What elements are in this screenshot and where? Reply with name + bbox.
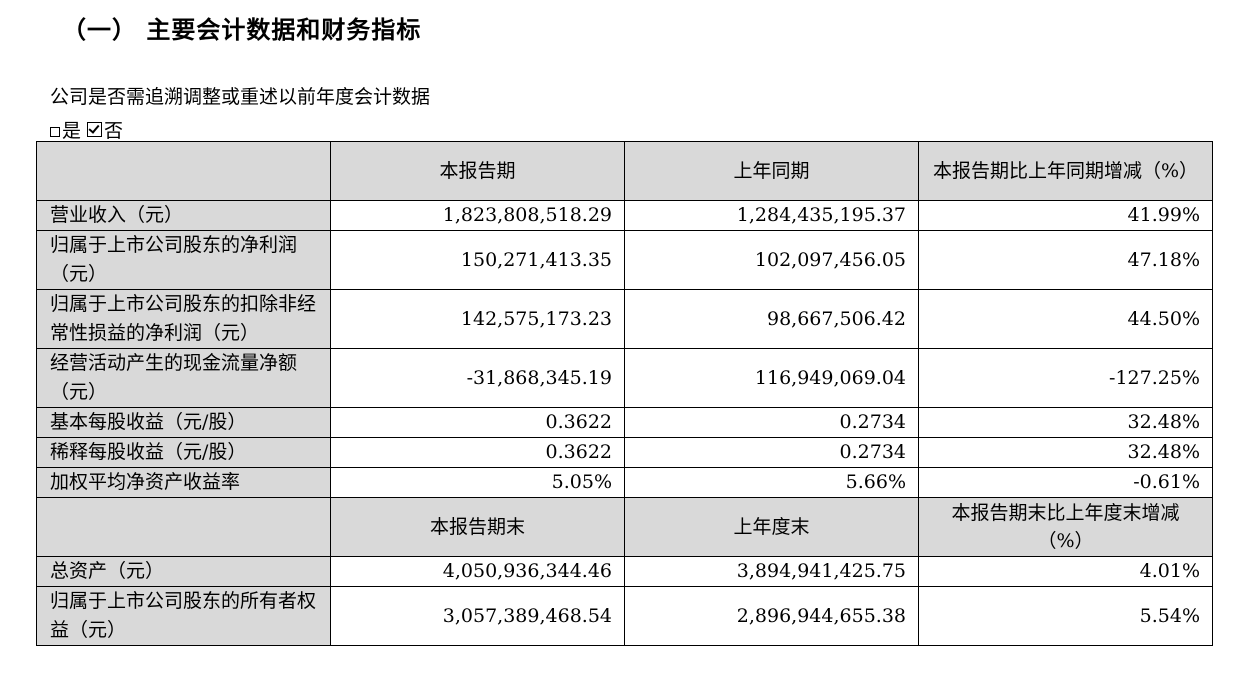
change-value: 41.99% [918,200,1213,231]
header-cell: 本报告期比上年同期增减（%） [918,141,1213,201]
current-value: 4,050,936,344.46 [330,556,625,587]
row-label: 归属于上市公司股东的扣除非经常性损益的净利润（元） [36,289,331,349]
header-cell [36,497,331,557]
current-value: 142,575,173.23 [330,289,625,349]
table-row: 经营活动产生的现金流量净额（元） -31,868,345.19 116,949,… [36,348,1213,408]
row-label: 归属于上市公司股东的所有者权益（元） [36,586,331,646]
row-label: 经营活动产生的现金流量净额（元） [36,348,331,408]
change-value: 32.48% [918,407,1213,438]
change-value: -0.61% [918,467,1213,498]
option-no-label: 否 [104,120,124,142]
previous-value: 0.2734 [624,437,919,468]
table-row: 加权平均净资产收益率 5.05% 5.66% -0.61% [36,467,1213,498]
row-label: 加权平均净资产收益率 [36,467,331,498]
section-heading: （一） 主要会计数据和财务指标 [62,16,422,44]
row-label: 总资产（元） [36,556,331,587]
row-label: 营业收入（元） [36,200,331,231]
table-row: 总资产（元） 4,050,936,344.46 3,894,941,425.75… [36,556,1213,587]
previous-value: 1,284,435,195.37 [624,200,919,231]
change-value: 5.54% [918,586,1213,646]
restatement-answer: 是 否 [50,116,123,143]
current-value: -31,868,345.19 [330,348,625,408]
current-value: 0.3622 [330,407,625,438]
header-cell: 上年同期 [624,141,919,201]
table-header-row: 本报告期 上年同期 本报告期比上年同期增减（%） [36,141,1213,201]
previous-value: 0.2734 [624,407,919,438]
row-label: 归属于上市公司股东的净利润（元） [36,230,331,290]
table-row: 归属于上市公司股东的净利润（元） 150,271,413.35 102,097,… [36,230,1213,290]
header-cell [36,141,331,201]
header-cell: 本报告期 [330,141,625,201]
previous-value: 102,097,456.05 [624,230,919,290]
current-value: 5.05% [330,467,625,498]
previous-value: 5.66% [624,467,919,498]
table-row: 归属于上市公司股东的所有者权益（元） 3,057,389,468.54 2,89… [36,586,1213,646]
table-row: 归属于上市公司股东的扣除非经常性损益的净利润（元） 142,575,173.23… [36,289,1213,349]
table-row: 基本每股收益（元/股） 0.3622 0.2734 32.48% [36,407,1213,438]
previous-value: 2,896,944,655.38 [624,586,919,646]
change-value: -127.25% [918,348,1213,408]
change-value: 44.50% [918,289,1213,349]
table-row: 稀释每股收益（元/股） 0.3622 0.2734 32.48% [36,437,1213,468]
table-row: 营业收入（元） 1,823,808,518.29 1,284,435,195.3… [36,200,1213,231]
restatement-question: 公司是否需追溯调整或重述以前年度会计数据 [50,86,431,108]
current-value: 1,823,808,518.29 [330,200,625,231]
checkbox-no[interactable] [87,122,103,137]
change-value: 47.18% [918,230,1213,290]
previous-value: 3,894,941,425.75 [624,556,919,587]
current-value: 150,271,413.35 [330,230,625,290]
header-cell: 上年度末 [624,497,919,557]
header-cell: 本报告期末比上年度末增减（%） [918,497,1213,557]
current-value: 0.3622 [330,437,625,468]
checkbox-yes[interactable] [50,126,60,137]
change-value: 32.48% [918,437,1213,468]
table-header-row: 本报告期末 上年度末 本报告期末比上年度末增减（%） [36,497,1213,557]
change-value: 4.01% [918,556,1213,587]
option-yes-label: 是 [62,120,82,142]
header-cell: 本报告期末 [330,497,625,557]
current-value: 3,057,389,468.54 [330,586,625,646]
previous-value: 116,949,069.04 [624,348,919,408]
row-label: 稀释每股收益（元/股） [36,437,331,468]
financial-data-table: 本报告期 上年同期 本报告期比上年同期增减（%） 营业收入（元） 1,823,8… [36,141,1213,646]
row-label: 基本每股收益（元/股） [36,407,331,438]
previous-value: 98,667,506.42 [624,289,919,349]
